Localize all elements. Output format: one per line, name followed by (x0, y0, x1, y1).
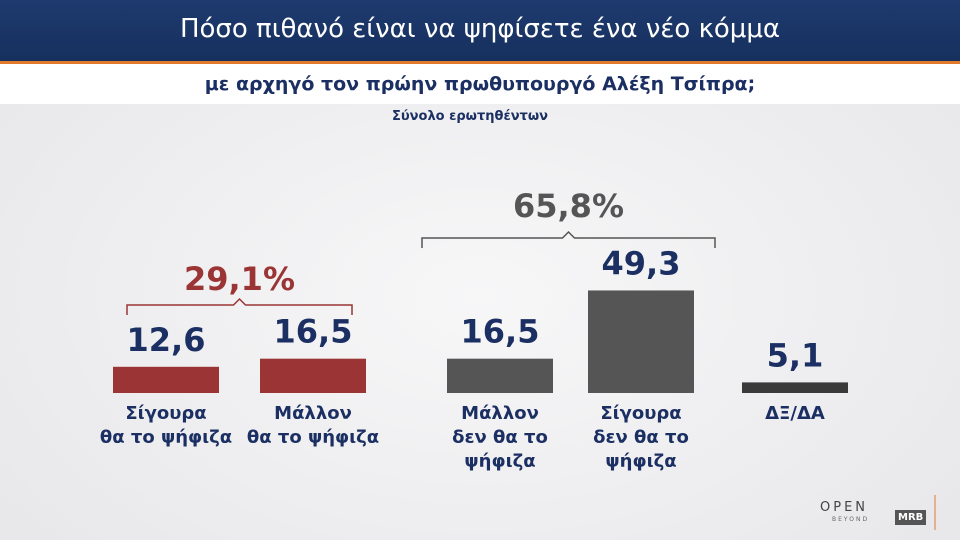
bar (447, 358, 553, 393)
category-label: ΔΞ/ΔΑ (765, 403, 825, 424)
logo: OPEN (820, 500, 869, 515)
group-label: 29,1% (184, 260, 295, 298)
header-band (0, 0, 960, 61)
category-label: Σίγουρα δεν θα το ψήφιζα (593, 403, 689, 472)
chart-subtitle: με αρχηγό τον πρώην πρωθυπουργό Αλέξη Τσ… (204, 73, 756, 95)
value-label: 16,5 (274, 313, 353, 351)
base-note: Σύνολο ερωτηθέντων (392, 109, 548, 124)
value-label: 16,5 (461, 313, 540, 351)
group-bracket (126, 297, 353, 315)
subtitle-band (0, 64, 960, 104)
accent-line (0, 61, 960, 64)
logo: BEYOND (832, 516, 870, 523)
category-label: Μάλλον θα το ψήφιζα (246, 403, 380, 448)
value-label: 49,3 (602, 244, 681, 282)
bar (742, 382, 848, 393)
logo: MRB (895, 510, 927, 525)
category-label: Σίγουρα θα το ψήφιζα (99, 403, 233, 448)
value-label: 5,1 (767, 336, 824, 374)
bar (260, 358, 366, 393)
group-bracket (421, 230, 716, 248)
bar (588, 290, 694, 393)
group-label: 65,8% (513, 187, 624, 225)
bar (113, 366, 219, 393)
category-label: Μάλλον δεν θα το ψήφιζα (452, 403, 548, 472)
chart-title: Πόσο πιθανό είναι να ψηφίσετε ένα νέο κό… (179, 14, 781, 44)
value-label: 12,6 (127, 321, 206, 359)
